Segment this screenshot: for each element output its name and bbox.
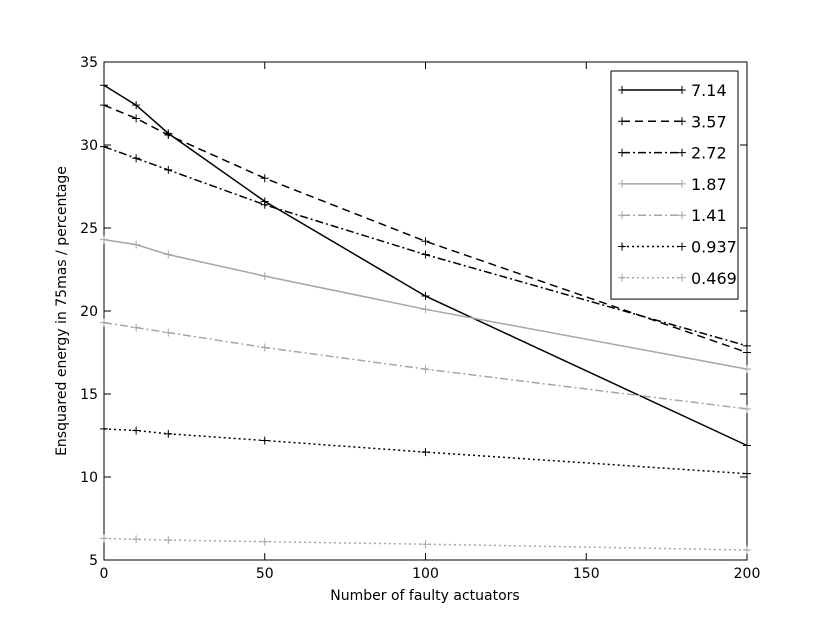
y-tick-label: 10 — [80, 470, 98, 486]
data-point-marker — [421, 292, 430, 301]
data-point-marker — [132, 240, 141, 249]
legend-marker — [618, 211, 626, 220]
data-point-marker — [260, 174, 269, 183]
data-point-marker — [164, 250, 173, 259]
legend-label: 0.469 — [691, 269, 737, 288]
y-tick-label: 20 — [80, 304, 98, 320]
series-3.57 — [100, 101, 751, 357]
axis-ticks: 0 50 100 150 200 5 10 15 20 25 30 35 — [80, 55, 760, 582]
legend-label: 2.72 — [691, 144, 727, 163]
data-point-marker — [743, 404, 751, 413]
legend-marker — [678, 86, 686, 94]
legend-marker — [618, 117, 626, 126]
x-tick-label: 0 — [100, 566, 109, 582]
legend-item: 1.87 — [618, 175, 727, 194]
series-line — [103, 238, 748, 370]
data-point-marker — [164, 536, 173, 545]
data-point-marker — [260, 200, 269, 209]
legend-marker — [618, 148, 626, 157]
legend-box — [610, 70, 739, 300]
data-point-marker — [421, 448, 430, 457]
legend-label: 3.57 — [691, 112, 727, 131]
y-tick-label: 25 — [80, 221, 98, 237]
data-point-marker — [164, 429, 173, 438]
data-point-marker — [132, 535, 141, 544]
x-axis-label: Number of faulty actuators — [330, 588, 519, 604]
data-point-marker — [132, 154, 141, 163]
series-1.41 — [100, 318, 751, 413]
data-point-marker — [164, 328, 173, 337]
data-point-marker — [743, 469, 751, 478]
legend-marker — [618, 242, 626, 251]
data-point-marker — [100, 101, 108, 110]
data-point-marker — [421, 365, 430, 374]
legend-label: 1.87 — [691, 175, 727, 194]
legend-marker — [678, 211, 686, 220]
series-lines — [100, 81, 751, 555]
y-tick-label: 35 — [80, 55, 98, 71]
data-point-marker — [260, 537, 269, 546]
data-point-marker — [132, 323, 141, 332]
legend-marker — [678, 179, 686, 188]
legend: 7.14 3.57 2.72 1.87 1.41 0.937 0.469 — [610, 70, 739, 300]
data-point-marker — [132, 114, 141, 123]
data-point-marker — [421, 540, 430, 549]
data-point-marker — [260, 436, 269, 445]
data-point-marker — [743, 546, 751, 555]
x-tick-label: 100 — [412, 566, 439, 582]
y-axis-label: Ensquared energy in 75mas / percentage — [54, 166, 70, 456]
data-point-marker — [743, 365, 751, 374]
legend-label: 0.937 — [691, 238, 737, 257]
legend-marker — [618, 86, 626, 94]
data-point-marker — [164, 131, 173, 140]
legend-item: 3.57 — [618, 112, 727, 131]
x-tick-label: 150 — [573, 566, 600, 582]
series-line — [103, 104, 748, 354]
y-tick-label: 15 — [80, 387, 98, 403]
legend-label: 7.14 — [691, 81, 727, 100]
series-line — [103, 84, 748, 447]
series-1.87 — [100, 235, 751, 374]
x-tick-label: 50 — [256, 566, 274, 582]
data-point-marker — [100, 424, 108, 433]
y-tick-label: 30 — [80, 138, 98, 154]
data-point-marker — [421, 250, 430, 259]
y-tick-label: 5 — [89, 553, 98, 569]
legend-item: 1.41 — [618, 206, 727, 225]
legend-item: 7.14 — [618, 81, 727, 100]
data-point-marker — [743, 441, 751, 450]
data-point-marker — [100, 318, 108, 327]
legend-item: 0.937 — [618, 238, 737, 257]
legend-marker — [618, 273, 626, 282]
legend-marker — [618, 179, 626, 188]
data-point-marker — [421, 237, 430, 246]
legend-marker — [678, 273, 686, 282]
legend-marker — [678, 148, 686, 157]
data-point-marker — [421, 305, 430, 314]
data-point-marker — [260, 343, 269, 352]
x-tick-label: 200 — [734, 566, 761, 582]
data-point-marker — [100, 142, 108, 151]
data-point-marker — [164, 165, 173, 174]
series-line — [103, 537, 748, 551]
data-point-marker — [100, 235, 108, 244]
legend-label: 1.41 — [691, 206, 727, 225]
legend-item: 0.469 — [618, 269, 737, 288]
data-point-marker — [100, 81, 108, 90]
series-0.937 — [100, 424, 751, 478]
legend-item: 2.72 — [618, 144, 727, 163]
data-point-marker — [132, 426, 141, 435]
series-0.469 — [100, 534, 751, 555]
series-2.72 — [100, 142, 751, 350]
legend-marker — [678, 117, 686, 126]
data-point-marker — [100, 534, 108, 543]
data-point-marker — [132, 101, 141, 110]
series-line — [103, 428, 748, 475]
series-line — [103, 321, 748, 410]
legend-marker — [678, 242, 686, 251]
data-point-marker — [260, 272, 269, 281]
series-line — [103, 145, 748, 347]
data-point-marker — [743, 341, 751, 350]
